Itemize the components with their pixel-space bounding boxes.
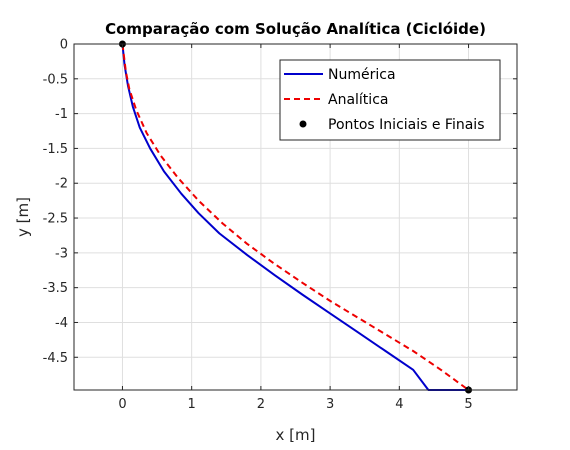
x-tick-label: 2 — [257, 397, 265, 412]
y-tick-label: -2.5 — [43, 212, 68, 227]
series-layer — [118, 40, 473, 394]
legend-entry-label: Numérica — [328, 67, 396, 83]
x-tick-label: 4 — [395, 397, 403, 412]
y-tick-label: -0.5 — [43, 72, 68, 87]
y-tick-label: 0 — [60, 38, 68, 53]
series-line-numerica — [121, 43, 469, 391]
chart-title: Comparação com Solução Analítica (Ciclói… — [105, 20, 486, 38]
x-tick-label: 1 — [188, 397, 196, 412]
y-tick-label: -3 — [55, 246, 68, 261]
legend-entry-label: Analítica — [328, 92, 388, 108]
y-tick-label: -4.5 — [43, 351, 68, 366]
x-tick-label: 0 — [118, 397, 126, 412]
y-tick-label: -1 — [55, 107, 68, 122]
ticks: 0 1 2 3 4 5 0 -0.5 -1 -1.5 -2 -2.5 -3 -3.5 -4 -4.5 — [43, 38, 517, 412]
y-tick-label: -4 — [55, 316, 68, 331]
y-tick-label: -2 — [55, 177, 68, 192]
plot-border — [73, 43, 518, 391]
legend: Numérica Analítica Pontos Iniciais e Finai… — [279, 59, 501, 141]
y-tick-label: -3.5 — [43, 281, 68, 296]
legend-entry-label: Pontos Iniciais e Finais — [328, 117, 485, 133]
y-axis-label: y [m] — [14, 197, 32, 237]
legend-marker — [299, 120, 307, 128]
x-tick-label: 5 — [464, 397, 472, 412]
series-line-analitica — [121, 43, 470, 391]
y-tick-label: -1.5 — [43, 142, 68, 157]
x-tick-label: 3 — [326, 397, 334, 412]
x-axis-label: x [m] — [276, 426, 316, 444]
